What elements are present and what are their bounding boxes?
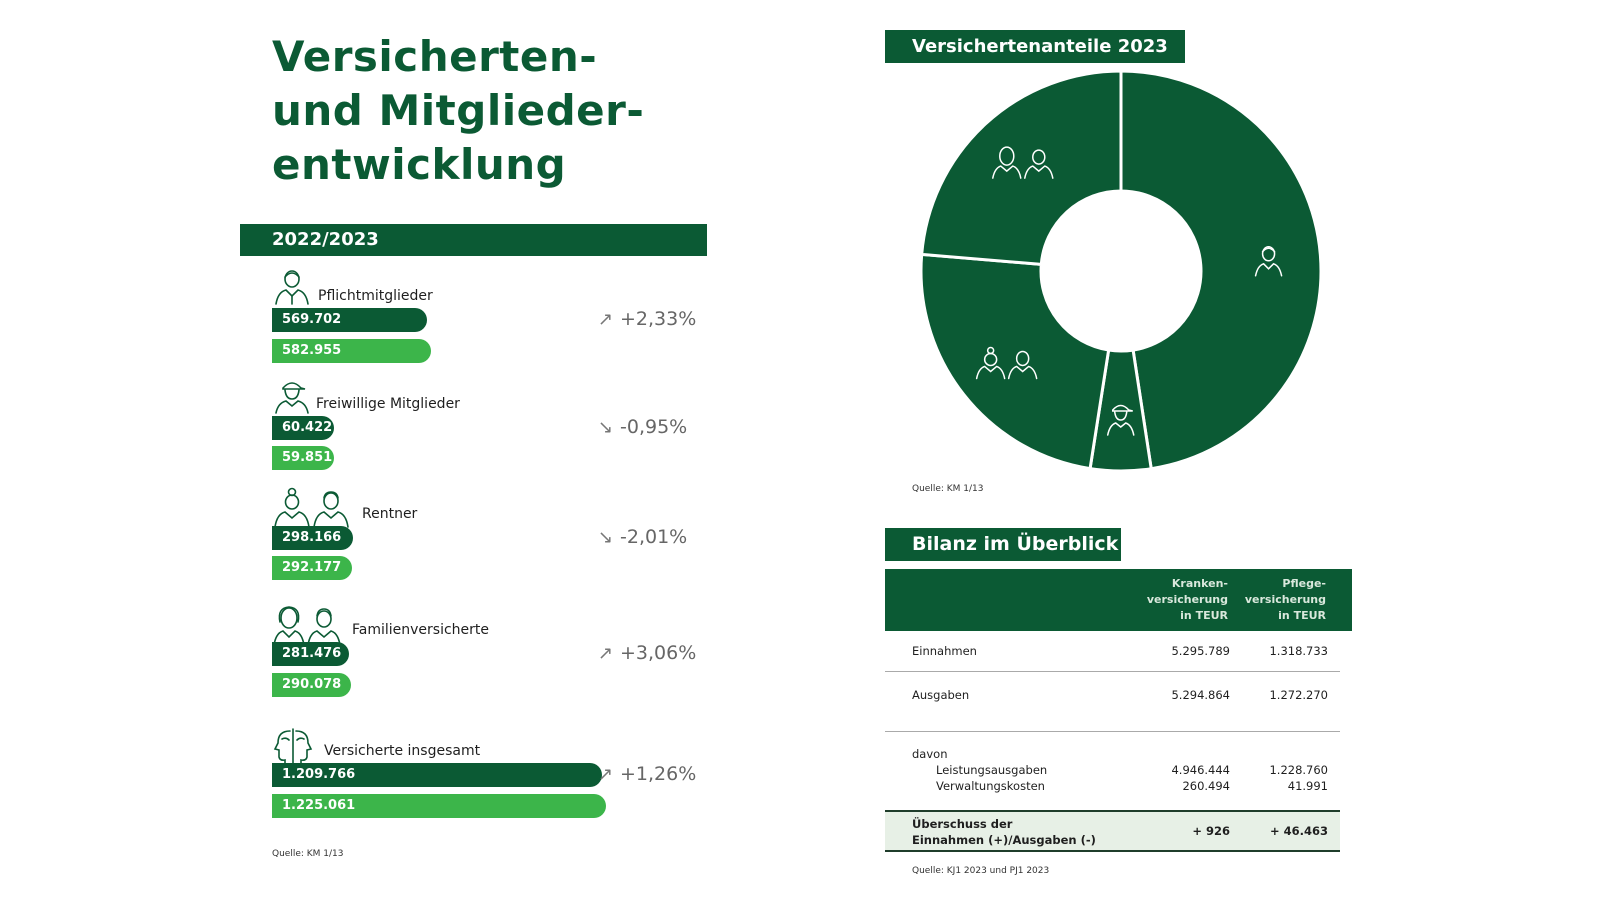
change-value: +3,06% [620,642,697,664]
row-label-verwaltungskosten: Verwaltungskosten [936,779,1045,793]
arrow-down-icon: ↘ [598,417,614,438]
summary-kranken: + 926 [1192,824,1230,838]
table-divider [885,671,1340,672]
group-rentner: Rentner 298.166 292.177 ↘ -2,01% [272,486,712,590]
family-icon-slice-familienversicherte [992,146,1054,179]
summary-row: Überschuss der Einnahmen (+)/Ausgaben (-… [885,810,1340,852]
summary-label: Überschuss der Einnahmen (+)/Ausgaben (-… [912,817,1096,847]
bar-2023: 59.851 [272,446,334,470]
person-icon-slice-pflichtmitglieder [1254,246,1283,277]
change-value: -2,01% [620,526,688,548]
donut-chart [920,70,1322,472]
elderly-couple-icon [274,487,349,528]
change-indicator: ↗ +2,33% [598,308,718,330]
bar-2023: 1.225.061 [272,794,606,818]
title-line-1: Versicherten- [272,32,598,81]
arrow-down-icon: ↘ [598,527,614,548]
family-icon [273,606,341,646]
bar-2022: 1.209.766 [272,763,602,787]
title-line-3: entwicklung [272,140,567,189]
donut-slice-familienversicherte [920,70,1123,266]
cell-verwaltung-kranken: 260.494 [1182,779,1230,793]
col-header-pflege: Pflege- versicherung in TEUR [1244,577,1326,622]
bar-2022: 60.422 [272,416,334,440]
table-header: Kranken- versicherung in TEUR Pflege- ve… [885,569,1352,631]
donut-slice-rentner [920,252,1111,471]
change-indicator: ↗ +1,26% [598,763,718,785]
table-title: Bilanz im Überblick [885,528,1121,561]
cell-ausgaben-pflege: 1.272.270 [1269,688,1328,702]
row-label-ausgaben: Ausgaben [912,688,970,702]
pie-title: Versichertenanteile 2023 [885,30,1185,63]
group-familienversicherte: Familienversicherte 281.476 290.078 ↗ +3,… [272,604,712,710]
arrow-up-icon: ↗ [598,309,614,330]
page-title: Versicherten- und Mitglieder- entwicklun… [272,30,692,192]
bar-2022: 281.476 [272,642,349,666]
bar-2023: 290.078 [272,673,351,697]
row-label-davon: davon [912,747,948,761]
source-pie: Quelle: KM 1/13 [912,484,984,494]
row-label-leistungsausgaben: Leistungsausgaben [936,763,1048,777]
group-freiwillige-mitglieder: Freiwillige Mitglieder 60.422 59.851 ↘ -0… [272,380,712,476]
change-value: +2,33% [620,308,697,330]
change-value: -0,95% [620,416,688,438]
bar-2022: 298.166 [272,526,353,550]
change-indicator: ↘ -2,01% [598,526,718,548]
table-divider [885,731,1340,732]
title-line-2: und Mitglieder- [272,86,645,135]
group-label: Familienversicherte [352,622,490,638]
years-band: 2022/2023 [240,224,707,256]
elderly-couple-icon-slice-rentner [975,346,1038,380]
bar-2023: 292.177 [272,556,352,580]
person-cap-icon-slice-freiwillige-mitglieder [1106,404,1135,436]
change-indicator: ↗ +3,06% [598,642,718,664]
group-pflichtmitglieder: Pflichtmitglieder 569.702 582.955 ↗ +2,33… [272,266,712,372]
cell-leistung-pflege: 1.228.760 [1269,763,1328,777]
group-label: Freiwillige Mitglieder [316,396,460,412]
arrow-up-icon: ↗ [598,643,614,664]
group-label: Rentner [362,506,418,522]
cell-einnahmen-pflege: 1.318.733 [1269,644,1328,658]
donut-slice-pflichtmitglieder [1119,70,1322,471]
group-label: Versicherte insgesamt [324,743,481,759]
group-label: Pflichtmitglieder [318,288,433,304]
faces-icon [273,728,313,768]
cell-einnahmen-kranken: 5.295.789 [1171,644,1230,658]
cell-leistung-kranken: 4.946.444 [1171,763,1230,777]
cell-verwaltung-pflege: 41.991 [1287,779,1328,793]
bar-2023: 582.955 [272,339,431,363]
bar-2022: 569.702 [272,308,427,332]
col-header-kranken: Kranken- versicherung in TEUR [1146,577,1228,622]
source-left: Quelle: KM 1/13 [272,849,344,859]
row-label-einnahmen: Einnahmen [912,644,977,658]
summary-pflege: + 46.463 [1269,824,1328,838]
change-indicator: ↘ -0,95% [598,416,718,438]
change-value: +1,26% [620,763,697,785]
arrow-up-icon: ↗ [598,764,614,785]
group-versicherte-insgesamt: Versicherte insgesamt 1.209.766 1.225.06… [272,727,712,835]
cell-ausgaben-kranken: 5.294.864 [1171,688,1230,702]
person-icon [275,270,309,305]
person-cap-icon [275,382,309,414]
source-table: Quelle: KJ1 2023 und PJ1 2023 [912,866,1050,876]
